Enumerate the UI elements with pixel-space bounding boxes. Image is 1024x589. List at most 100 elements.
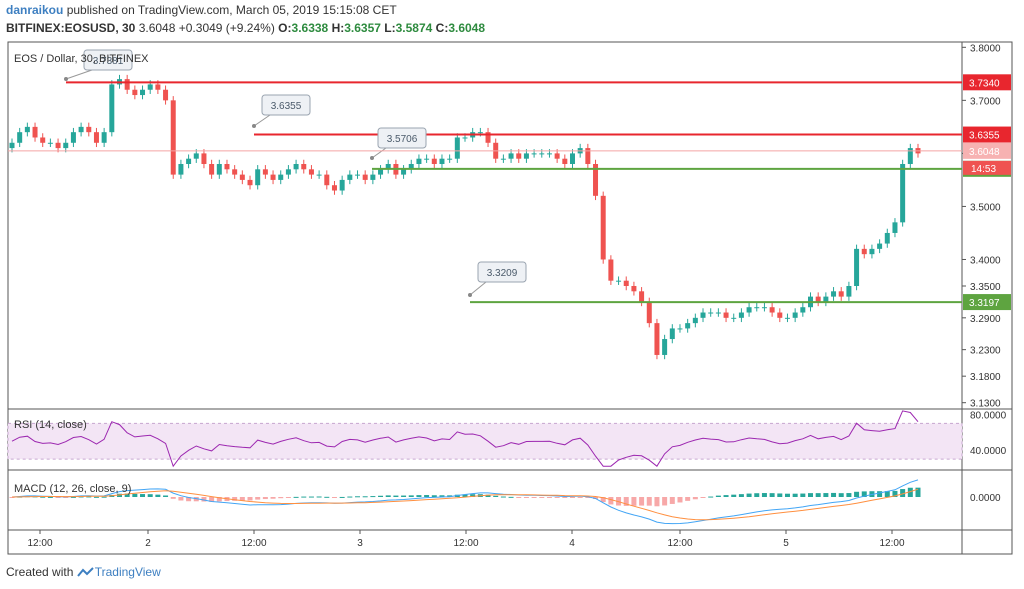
footer: Created with TradingView <box>6 565 161 579</box>
candle-body <box>301 164 307 170</box>
macd-histogram-bar <box>385 495 391 497</box>
macd-histogram-bar <box>685 497 691 501</box>
macd-histogram-bar <box>216 497 222 502</box>
candle-body <box>270 174 276 180</box>
rsi-tick-label: 80.0000 <box>970 410 1007 421</box>
macd-histogram-bar <box>800 493 806 497</box>
candle-body <box>32 126 38 138</box>
candle-body <box>654 323 660 355</box>
macd-histogram-bar <box>355 496 361 498</box>
macd-histogram-bar <box>401 495 407 497</box>
macd-histogram-bar <box>669 497 675 504</box>
macd-histogram-bar <box>308 496 314 498</box>
candle-body <box>569 153 575 164</box>
time-tick-label: 12:00 <box>241 538 266 549</box>
price-tick-label: 3.1800 <box>970 372 1001 383</box>
macd-histogram-bar <box>493 495 499 497</box>
macd-histogram-bar <box>424 495 430 497</box>
symbol-line: BITFINEX:EOSUSD, 30 <box>6 21 136 35</box>
macd-histogram-bar <box>808 493 814 497</box>
candle-body <box>792 312 798 318</box>
high-label: H: <box>331 21 345 35</box>
macd-histogram-bar <box>915 487 921 497</box>
macd-histogram-bar <box>531 497 537 498</box>
candle-body <box>738 312 744 318</box>
rsi-label: RSI (14, close) <box>14 419 87 431</box>
candle-body <box>170 100 176 175</box>
candle-body <box>846 286 852 297</box>
candle-body <box>869 248 875 255</box>
macd-histogram-bar <box>324 496 330 498</box>
candle-body <box>385 164 391 170</box>
time-tick-label: 12:00 <box>879 538 904 549</box>
macd-histogram-bar <box>431 495 437 497</box>
macd-histogram-bar <box>155 494 161 497</box>
macd-histogram-bar <box>500 496 506 498</box>
candle-body <box>631 286 637 292</box>
macd-histogram-bar <box>362 496 368 498</box>
callout-box <box>83 49 133 71</box>
candle-body <box>516 153 522 159</box>
macd-histogram-bar <box>508 496 514 498</box>
candle-body <box>593 164 599 196</box>
macd-histogram-bar <box>731 494 737 497</box>
candle-body <box>347 174 353 180</box>
candle-body <box>500 158 506 160</box>
macd-histogram-bar <box>708 496 714 498</box>
price-tick-label: 3.2300 <box>970 346 1001 357</box>
macd-histogram-bar <box>907 487 913 497</box>
candle-body <box>324 174 330 186</box>
macd-histogram-bar <box>815 493 821 497</box>
macd-histogram-bar <box>861 491 867 497</box>
candle-body <box>416 158 422 164</box>
macd-histogram-bar <box>393 495 399 497</box>
callout-pointer <box>65 69 93 80</box>
time-tick-label: 12:00 <box>27 538 52 549</box>
macd-histogram-bar <box>623 497 629 506</box>
candle-body <box>278 174 284 180</box>
author-name[interactable]: danraikou <box>6 3 64 17</box>
macd-histogram-bar <box>416 495 422 497</box>
candle-body <box>247 179 253 186</box>
candle-body <box>209 164 215 175</box>
candle-body <box>55 142 61 149</box>
callout-box <box>261 94 311 116</box>
candle-body <box>308 169 314 175</box>
candle-body <box>639 291 645 302</box>
macd-histogram-bar <box>831 492 837 497</box>
symbol-info: BITFINEX:EOSUSD, 30 3.6048 +0.3049 (+9.2… <box>6 21 485 35</box>
callout-pointer <box>371 147 387 159</box>
macd-label: MACD (12, 26, close, 9) <box>14 483 131 495</box>
candle-body <box>232 169 238 175</box>
macd-histogram-bar <box>792 493 798 497</box>
macd-histogram-bar <box>516 497 522 498</box>
candle-body <box>892 222 898 233</box>
macd-histogram-bar <box>846 493 852 497</box>
macd-histogram-bar <box>562 497 568 498</box>
macd-histogram-bar <box>838 493 844 497</box>
macd-histogram-bar <box>63 497 69 498</box>
rsi-band <box>7 422 963 460</box>
chart-area[interactable]: 3.80003.70003.60003.50003.40003.35003.29… <box>0 0 1024 560</box>
macd-histogram-bar <box>262 497 268 500</box>
macd-histogram-bar <box>654 497 660 507</box>
candle-body <box>485 132 491 143</box>
macd-histogram-bar <box>823 493 829 497</box>
candle-body <box>339 179 345 191</box>
macd-histogram-bar <box>439 495 445 497</box>
tradingview-brand[interactable]: TradingView <box>94 565 161 579</box>
macd-histogram-bar <box>761 493 767 497</box>
macd-histogram-bar <box>285 497 291 498</box>
time-tick-label: 3 <box>357 538 363 549</box>
candle-body <box>777 312 783 318</box>
candle-body <box>884 232 890 244</box>
level-price-label: 3.6355 <box>969 131 1000 142</box>
macd-tick-label: 0.0000 <box>970 493 1001 504</box>
macd-histogram-bar <box>124 493 130 497</box>
candle-body <box>78 126 84 133</box>
candle-body <box>692 317 698 324</box>
macd-histogram-bar <box>523 497 529 498</box>
level-price-badge <box>963 294 1011 311</box>
candle-body <box>600 195 606 260</box>
macd-histogram-bar <box>754 493 760 497</box>
